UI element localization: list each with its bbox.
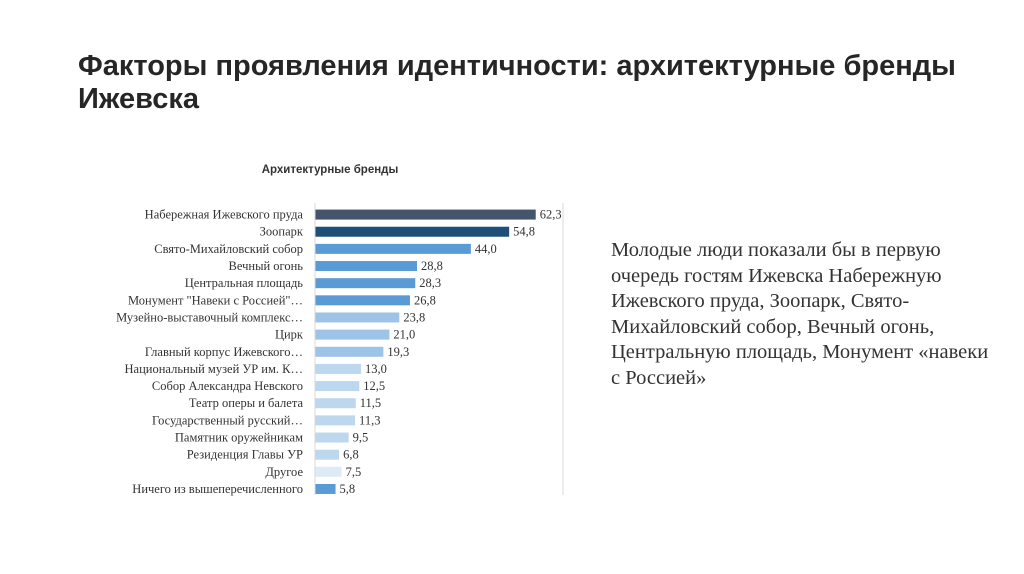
slide-title: Факторы проявления идентичности: архитек… (78, 50, 956, 115)
bar (315, 226, 510, 237)
data-label: 21,0 (393, 328, 415, 342)
bar (315, 295, 410, 306)
data-label: 62,3 (540, 208, 562, 222)
data-label: 9,5 (353, 431, 369, 445)
bar (315, 243, 471, 254)
category-label: Памятник оружейникам (175, 431, 303, 445)
category-label: Резиденция Главы УР (187, 448, 303, 462)
bar (315, 329, 390, 340)
category-label: Другое (265, 465, 303, 479)
category-label: Собор Александра Невского (152, 379, 303, 393)
data-label: 5,8 (340, 482, 356, 496)
category-label: Свято-Михайловский собор (154, 242, 303, 256)
bar (315, 415, 356, 426)
bar (315, 363, 362, 374)
data-label: 13,0 (365, 362, 387, 376)
data-label: 11,5 (360, 396, 381, 410)
data-label: 28,8 (421, 259, 443, 273)
bar (315, 346, 384, 357)
category-label: Государственный русский… (152, 413, 303, 427)
category-label: Цирк (275, 328, 304, 342)
bar (315, 312, 400, 323)
data-label: 28,3 (419, 276, 441, 290)
bar (315, 432, 349, 443)
data-label: 54,8 (513, 225, 535, 239)
data-label: 11,3 (359, 413, 380, 427)
data-label: 19,3 (387, 345, 409, 359)
category-label: Монумент "Навеки с Россией"… (128, 293, 303, 307)
data-label: 7,5 (346, 465, 362, 479)
category-label: Центральная площадь (185, 276, 304, 290)
data-label: 44,0 (475, 242, 497, 256)
bar (315, 209, 536, 220)
category-label: Национальный музей УР им. К… (125, 362, 303, 376)
category-label: Набережная Ижевского пруда (145, 208, 304, 222)
bar (315, 381, 360, 392)
category-label: Зоопарк (260, 225, 304, 239)
category-label: Вечный огонь (229, 259, 304, 273)
data-label: 6,8 (343, 448, 359, 462)
data-label: 12,5 (363, 379, 385, 393)
category-label: Музейно-выставочный комплекс… (116, 310, 303, 324)
category-label: Театр оперы и балета (189, 396, 304, 410)
bar (315, 398, 356, 409)
bar-chart: Архитектурные бренды Набережная Ижевског… (80, 155, 590, 505)
bar (315, 261, 418, 272)
data-label: 23,8 (403, 310, 425, 324)
category-label: Главный корпус Ижевского… (145, 345, 303, 359)
chart-title: Архитектурные бренды (262, 164, 399, 176)
bar (315, 449, 340, 460)
bar (315, 278, 416, 289)
bar (315, 466, 342, 477)
bar (315, 483, 336, 494)
body-text: Молодые люди показали бы в первую очеред… (611, 239, 989, 389)
data-label: 26,8 (414, 293, 436, 307)
category-label: Ничего из вышеперечисленного (132, 482, 303, 496)
bars-layer: Набережная Ижевского пруда 62,3 Зоопарк 54,… (116, 208, 562, 496)
chart-svg: Архитектурные бренды Набережная Ижевског… (116, 164, 564, 496)
